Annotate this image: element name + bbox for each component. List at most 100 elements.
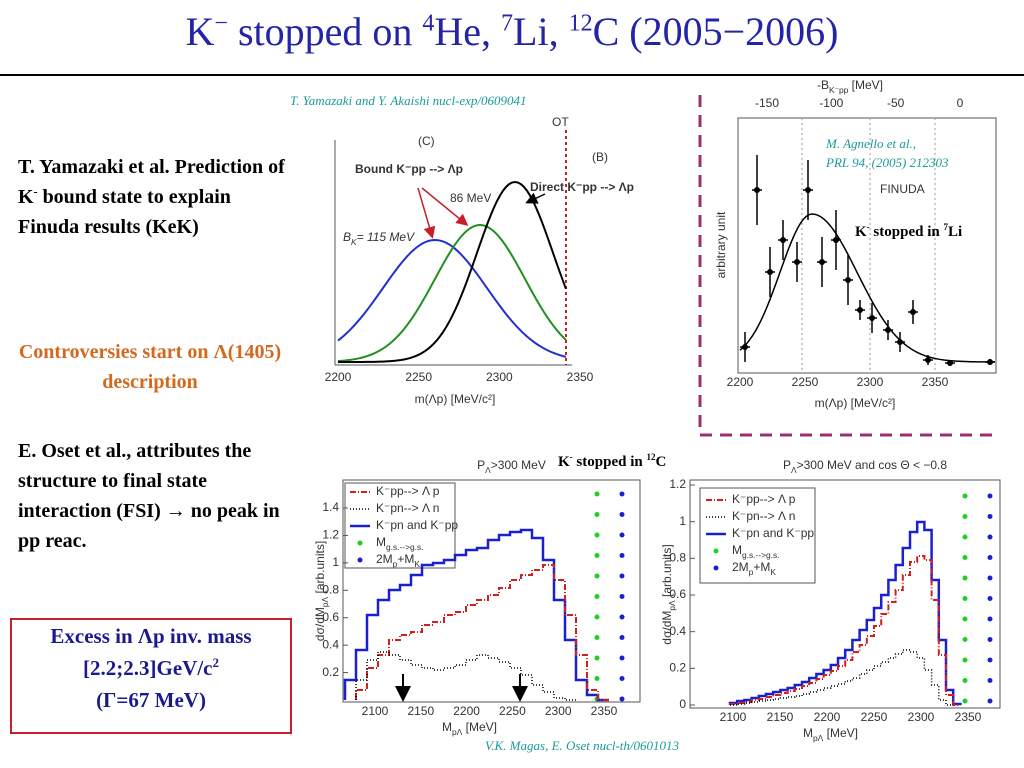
point [833, 237, 839, 243]
marker-dot [619, 532, 625, 538]
x-tick-label: 2350 [591, 704, 618, 718]
text-part: K⁻pn--> Λ n [376, 501, 439, 515]
marker-dot [594, 614, 600, 620]
x-tick-label: 2350 [922, 375, 949, 389]
plot-title: PΛ>300 MeV and cos Θ < −0.8 [783, 458, 947, 475]
text-part: stopped in [573, 454, 647, 470]
y-axis-label: arbitrary unit [714, 211, 728, 278]
y-tick-label: 0.8 [322, 582, 339, 596]
point [925, 357, 931, 363]
legend-swatch [713, 548, 719, 554]
x-tick-label: 2250 [792, 375, 819, 389]
y-axis-label: dσ/dMpΛ [arb.units] [660, 544, 677, 644]
marker-dot [962, 657, 968, 663]
text-part: M [732, 543, 742, 557]
title-part: − [214, 10, 228, 37]
marker-dot [987, 514, 993, 519]
y-axis-label: dσ/dMpΛ [arb.units] [313, 541, 330, 641]
text-part: - [570, 452, 573, 462]
x-tick-label: 2350 [955, 710, 982, 724]
marker-dot [619, 696, 625, 702]
legend-swatch [357, 557, 363, 563]
text-part: B [343, 230, 351, 244]
text-part: M [803, 726, 813, 740]
point [742, 344, 748, 350]
legend-label: Mg.s.-->g.s. [732, 543, 779, 560]
legend-swatch [713, 565, 719, 571]
x-tick-label: 2250 [861, 710, 888, 724]
legend-label: K⁻pp--> Λ p [376, 484, 440, 498]
text-part: pΛ [452, 727, 463, 737]
marker-dot [619, 655, 625, 661]
marker-dot [962, 678, 968, 683]
legend-swatch [357, 540, 363, 546]
title-part: C (2005−2006) [592, 9, 839, 54]
text-part: stopped in [870, 224, 944, 240]
marker-dot [594, 491, 600, 497]
x-tick-label: -150 [755, 96, 779, 110]
fit-curve [739, 213, 996, 363]
text-part: C [655, 454, 666, 470]
text-part: K [351, 237, 357, 247]
marker-dot [962, 616, 968, 622]
x-axis-label: m(Λp) [MeV/c²] [415, 392, 496, 406]
point [845, 277, 851, 283]
point [767, 269, 773, 275]
text-part: g.s.-->g.s. [386, 542, 423, 552]
marker-dot [619, 491, 625, 497]
x-tick-label: 2300 [486, 370, 513, 384]
text-part: +M [397, 552, 414, 566]
legend-label: 2Mp+MK [732, 560, 776, 577]
legend-label: Mg.s.-->g.s. [376, 535, 423, 552]
plot-title: PΛ>300 MeV [477, 458, 546, 475]
x-tick-label: 2300 [857, 375, 884, 389]
x-axis-label: MpΛ [MeV] [442, 720, 497, 737]
x-tick-label: 2100 [720, 710, 747, 724]
point [805, 187, 811, 193]
annotation: 86 MeV [450, 191, 491, 205]
text-part: M [376, 535, 386, 549]
citation: PRL 94, (2005) 212303 [825, 155, 949, 170]
x-tick-label: 2200 [453, 704, 480, 718]
citation: M. Agnello et al., [825, 136, 916, 151]
plot-frame [737, 117, 997, 374]
marker-dot [619, 553, 625, 558]
curve [337, 239, 567, 358]
x-tick-label: 2150 [407, 704, 434, 718]
text-part: Λ [485, 465, 491, 475]
title-rule [0, 74, 1024, 76]
x-axis-label: MpΛ [MeV] [803, 726, 858, 743]
title-part: Li, [513, 9, 569, 54]
marker-dot [987, 678, 993, 683]
legend-label: K⁻pn--> Λ n [732, 509, 795, 523]
title-part: K [185, 9, 215, 54]
legend-label: K⁻pn and K⁻pp [376, 518, 458, 532]
oset-text: E. Oset et al., attributes the structure… [18, 440, 285, 552]
text-part: +M [753, 560, 770, 574]
text-part: = 115 MeV [357, 230, 415, 244]
x-tick-label: 2250 [499, 704, 526, 718]
marker-dot [619, 594, 625, 599]
text-part: K⁻pp--> Λ p [376, 484, 440, 498]
text-part: K⁻pn--> Λ n [732, 509, 795, 523]
text-part: 2 [212, 655, 219, 670]
text-part: dσ/dM [313, 607, 327, 641]
marker-dot [619, 676, 625, 681]
point [754, 187, 760, 193]
y-tick-label: 1.2 [322, 528, 339, 542]
slide-title: K− stopped on 4He, 7Li, 12C (2005−2006) [0, 8, 1024, 55]
legend-label: K⁻pn and K⁻pp [732, 526, 814, 540]
x-tick-label: 2200 [325, 370, 352, 384]
y-tick-label: 0 [679, 697, 686, 711]
arrow [525, 192, 546, 204]
text-part: [MeV] [823, 726, 858, 740]
marker-dot [987, 575, 993, 581]
y-tick-label: 0.2 [669, 661, 686, 675]
text-part: K [558, 454, 570, 470]
text-part: bound state to explain Finuda results (K… [18, 186, 236, 238]
text-part: (Γ=67 MeV) [96, 688, 206, 712]
x-axis-label: m(Λp) [MeV/c²] [815, 396, 896, 410]
point [910, 309, 916, 315]
legend-label: K⁻pn--> Λ n [376, 501, 439, 515]
